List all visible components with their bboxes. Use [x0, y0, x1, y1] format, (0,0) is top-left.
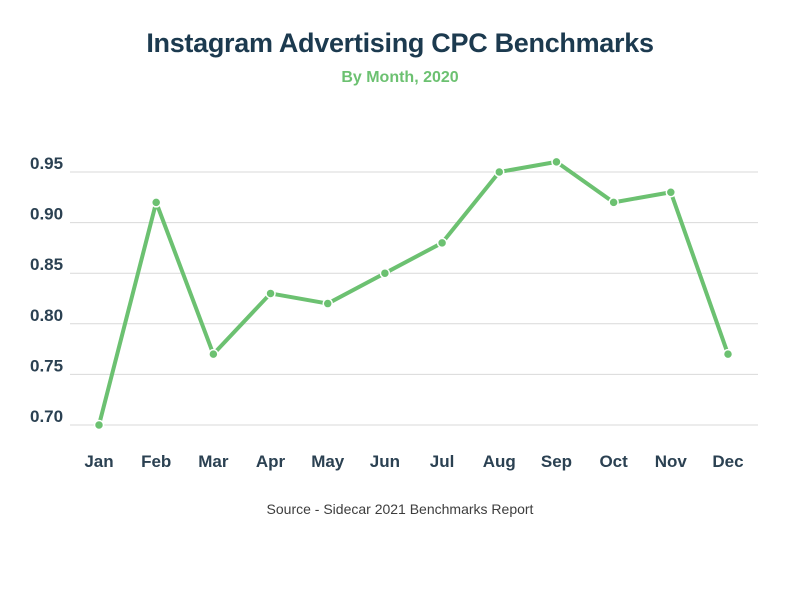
data-point	[93, 419, 105, 431]
x-axis-tick-labels: Jan Feb Mar Apr May Jun Jul Aug Sep Oct Nov Dec	[84, 452, 743, 471]
chart-title: Instagram Advertising CPC Benchmarks	[146, 28, 654, 58]
y-tick-label: 0.75	[30, 356, 63, 375]
y-tick-label: 0.95	[30, 154, 63, 173]
x-tick-label: May	[311, 452, 345, 471]
data-point	[322, 298, 333, 309]
source-note: Source - Sidecar 2021 Benchmarks Report	[266, 501, 534, 517]
y-axis-tick-labels: 0.70 0.75 0.80 0.85 0.90 0.95	[30, 154, 63, 426]
data-point	[722, 348, 734, 360]
x-tick-label: Feb	[141, 452, 171, 471]
x-tick-label: Jan	[84, 452, 113, 471]
y-tick-label: 0.80	[30, 306, 63, 325]
x-tick-label: Sep	[541, 452, 572, 471]
x-tick-label: Dec	[712, 452, 743, 471]
chart-subtitle: By Month, 2020	[341, 69, 459, 86]
data-point	[208, 348, 219, 360]
x-tick-label: Mar	[198, 452, 229, 471]
series-group	[93, 156, 734, 431]
x-tick-label: Oct	[599, 452, 628, 471]
data-point	[494, 166, 505, 178]
data-point	[608, 197, 619, 208]
data-point	[551, 156, 562, 168]
y-tick-label: 0.85	[30, 255, 63, 274]
x-tick-label: Jun	[370, 452, 400, 471]
y-tick-label: 0.70	[30, 407, 63, 426]
gridlines	[70, 171, 758, 426]
data-point	[150, 197, 162, 208]
data-point	[665, 186, 677, 198]
x-tick-label: Aug	[483, 452, 516, 471]
data-point	[265, 288, 276, 299]
data-point	[379, 267, 391, 279]
x-tick-label: Nov	[655, 452, 688, 471]
y-tick-label: 0.90	[30, 205, 63, 224]
series-line	[97, 159, 730, 427]
data-point	[436, 237, 448, 249]
x-tick-label: Jul	[430, 452, 455, 471]
x-tick-label: Apr	[256, 452, 286, 471]
